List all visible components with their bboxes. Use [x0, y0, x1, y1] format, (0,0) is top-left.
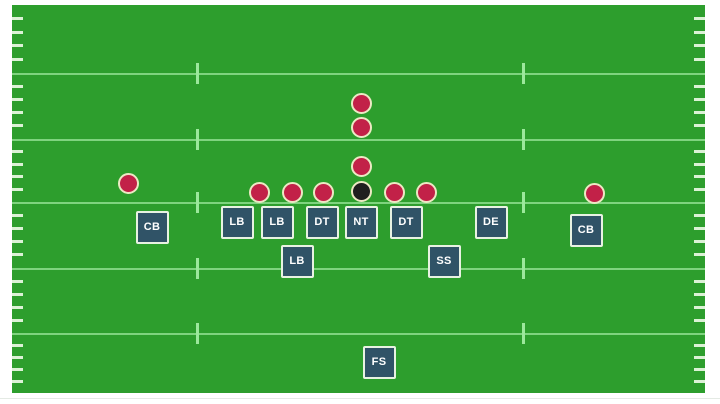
- defense-player-lb[interactable]: LB: [280, 244, 314, 278]
- edge-hash-mark: [12, 162, 23, 166]
- defense-player-fs[interactable]: FS: [362, 345, 396, 379]
- edge-hash-mark: [12, 343, 23, 347]
- edge-hash-mark: [12, 240, 23, 244]
- edge-hash-mark: [694, 57, 705, 61]
- offense-player-fullback[interactable]: [350, 116, 372, 138]
- defense-player-label: FS: [371, 356, 387, 368]
- edge-hash-mark: [12, 30, 23, 34]
- edge-hash-mark: [694, 124, 705, 128]
- defense-player-label: CB: [143, 221, 161, 233]
- edge-hash-mark: [12, 175, 23, 179]
- defense-player-label: NT: [353, 216, 369, 228]
- edge-hash-mark: [12, 318, 23, 322]
- edge-hash-mark: [12, 57, 23, 61]
- edge-hash-mark: [12, 226, 23, 230]
- defense-player-label: CB: [577, 224, 595, 236]
- defense-player-lb[interactable]: LB: [260, 205, 294, 239]
- edge-hash-mark: [12, 97, 23, 101]
- edge-hash-mark: [694, 213, 705, 217]
- yard-line-tick: [521, 322, 525, 344]
- defense-player-dt[interactable]: DT: [305, 205, 339, 239]
- edge-hash-mark: [694, 30, 705, 34]
- defense-player-label: DE: [483, 216, 499, 228]
- defense-player-label: SS: [436, 255, 452, 267]
- edge-hash-mark: [694, 367, 705, 371]
- defense-player-label: LB: [269, 216, 285, 228]
- defense-player-label: LB: [289, 255, 305, 267]
- edge-hash-mark: [694, 253, 705, 257]
- edge-hash-mark: [12, 253, 23, 257]
- defense-player-lb[interactable]: LB: [220, 205, 254, 239]
- edge-hash-mark: [12, 292, 23, 296]
- offense-player-wide-receiver-right[interactable]: [583, 182, 605, 204]
- defense-player-label: DT: [398, 216, 414, 228]
- edge-hash-mark: [12, 111, 23, 115]
- offense-player-lineman[interactable]: [383, 181, 405, 203]
- edge-hash-mark: [694, 292, 705, 296]
- yard-line-tick: [521, 128, 525, 150]
- edge-hash-mark: [694, 343, 705, 347]
- edge-hash-mark: [694, 305, 705, 309]
- edge-hash-mark: [694, 379, 705, 383]
- defense-player-de[interactable]: DE: [474, 205, 508, 239]
- edge-hash-mark: [12, 17, 23, 21]
- defense-player-ss[interactable]: SS: [427, 244, 461, 278]
- yard-line-tick: [195, 128, 199, 150]
- offense-player-lineman[interactable]: [248, 181, 270, 203]
- image-frame-line: [0, 398, 720, 399]
- edge-hash-mark: [694, 226, 705, 230]
- yard-line: [12, 202, 705, 204]
- offense-player-lineman[interactable]: [312, 181, 334, 203]
- yard-line: [12, 139, 705, 141]
- edge-hash-mark: [694, 318, 705, 322]
- yard-line-tick: [521, 191, 525, 213]
- edge-hash-mark: [12, 213, 23, 217]
- offense-player-quarterback[interactable]: [350, 155, 372, 177]
- edge-hash-mark: [694, 187, 705, 191]
- edge-hash-mark: [12, 84, 23, 88]
- offense-player-center[interactable]: [350, 180, 372, 202]
- edge-hash-mark: [694, 17, 705, 21]
- edge-hash-mark: [694, 162, 705, 166]
- edge-hash-mark: [694, 97, 705, 101]
- defense-player-dt[interactable]: DT: [389, 205, 423, 239]
- edge-hash-mark: [12, 379, 23, 383]
- yard-line-tick: [195, 322, 199, 344]
- edge-hash-mark: [12, 279, 23, 283]
- football-field: CB LB LB DT NT DT DE CB LB SS FS: [12, 5, 705, 393]
- offense-player-wide-receiver-left[interactable]: [117, 172, 139, 194]
- defense-player-label: LB: [229, 216, 245, 228]
- defense-player-nt[interactable]: NT: [344, 205, 378, 239]
- offense-player-lineman[interactable]: [415, 181, 437, 203]
- yard-line-tick: [195, 257, 199, 279]
- edge-hash-mark: [12, 44, 23, 48]
- offense-player-tailback[interactable]: [350, 92, 372, 114]
- edge-hash-mark: [694, 240, 705, 244]
- yard-line-tick: [521, 62, 525, 84]
- yard-line: [12, 73, 705, 75]
- yard-line: [12, 268, 705, 270]
- yard-line-tick: [521, 257, 525, 279]
- edge-hash-mark: [694, 111, 705, 115]
- edge-hash-mark: [12, 124, 23, 128]
- defense-player-label: DT: [314, 216, 330, 228]
- edge-hash-mark: [694, 44, 705, 48]
- edge-hash-mark: [694, 279, 705, 283]
- defense-player-cb[interactable]: CB: [569, 213, 603, 247]
- edge-hash-mark: [694, 175, 705, 179]
- edge-hash-mark: [12, 367, 23, 371]
- edge-hash-mark: [694, 84, 705, 88]
- edge-hash-mark: [12, 305, 23, 309]
- defense-player-cb[interactable]: CB: [135, 210, 169, 244]
- edge-hash-mark: [694, 150, 705, 154]
- edge-hash-mark: [12, 150, 23, 154]
- edge-hash-mark: [12, 187, 23, 191]
- yard-line: [12, 333, 705, 335]
- offense-player-lineman[interactable]: [281, 181, 303, 203]
- edge-hash-mark: [694, 355, 705, 359]
- yard-line-tick: [195, 62, 199, 84]
- yard-line-tick: [195, 191, 199, 213]
- edge-hash-mark: [12, 355, 23, 359]
